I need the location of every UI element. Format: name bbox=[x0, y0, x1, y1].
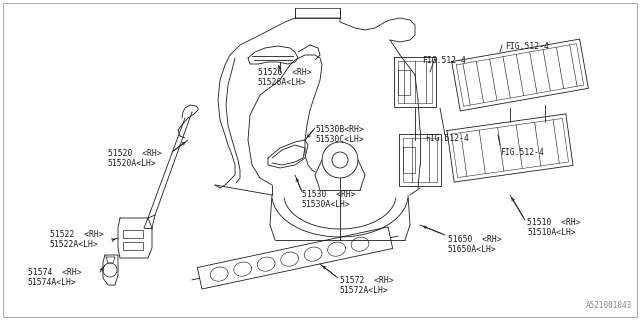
Text: 51530  <RH>: 51530 <RH> bbox=[302, 190, 356, 199]
Text: 51522  <RH>: 51522 <RH> bbox=[50, 230, 104, 239]
Text: 51522A<LH>: 51522A<LH> bbox=[50, 240, 99, 249]
Text: 51526  <RH>: 51526 <RH> bbox=[258, 68, 312, 77]
Text: FIG.512-4: FIG.512-4 bbox=[425, 134, 469, 143]
Text: 51574  <RH>: 51574 <RH> bbox=[28, 268, 82, 277]
Text: A521001043: A521001043 bbox=[586, 301, 632, 310]
Text: 51530A<LH>: 51530A<LH> bbox=[302, 200, 351, 209]
Text: 51650A<LH>: 51650A<LH> bbox=[448, 245, 497, 254]
Text: 51572  <RH>: 51572 <RH> bbox=[340, 276, 394, 285]
Bar bbox=[123, 230, 143, 238]
Text: 51530B<RH>: 51530B<RH> bbox=[315, 125, 364, 134]
Text: 51650  <RH>: 51650 <RH> bbox=[448, 235, 502, 244]
Text: FIG.512-4: FIG.512-4 bbox=[422, 56, 466, 65]
Text: FIG.512-4: FIG.512-4 bbox=[505, 42, 549, 51]
Text: 51526A<LH>: 51526A<LH> bbox=[258, 78, 307, 87]
Text: 51510  <RH>: 51510 <RH> bbox=[527, 218, 580, 227]
Bar bbox=[123, 242, 143, 250]
Text: FIG.512-4: FIG.512-4 bbox=[500, 148, 544, 157]
Text: 51574A<LH>: 51574A<LH> bbox=[28, 278, 77, 287]
Text: 51510A<LH>: 51510A<LH> bbox=[527, 228, 576, 237]
Text: 51572A<LH>: 51572A<LH> bbox=[340, 286, 388, 295]
Text: 51530C<LH>: 51530C<LH> bbox=[315, 135, 364, 144]
Text: 51520A<LH>: 51520A<LH> bbox=[108, 159, 157, 168]
Text: 51520  <RH>: 51520 <RH> bbox=[108, 149, 162, 158]
